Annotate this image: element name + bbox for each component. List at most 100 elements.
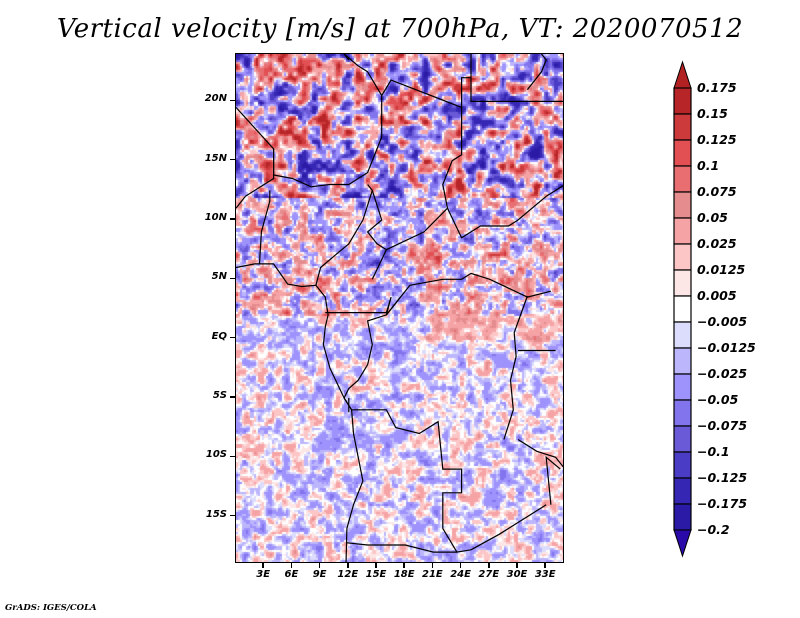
colorbar-bin	[673, 295, 692, 323]
lat-tick-label: EQ	[211, 330, 227, 342]
border-line	[545, 455, 561, 505]
lat-tick	[230, 99, 235, 102]
colorbar-bin	[673, 165, 692, 193]
colorbar-tick-label: 0.005	[697, 288, 737, 303]
colorbar-bin	[673, 243, 692, 271]
colorbar-bin	[673, 425, 692, 453]
lat-tick	[230, 396, 235, 398]
country-borders	[236, 54, 563, 562]
border-line	[315, 190, 373, 286]
chart-title: Vertical velocity [m/s] at 700hPa, VT: 2…	[56, 14, 744, 44]
colorbar-tick-label: 0.075	[697, 184, 737, 199]
colorbar-tick-label: −0.175	[697, 496, 748, 511]
border-line	[272, 54, 383, 188]
colorbar-tick-label: −0.025	[697, 366, 748, 381]
border-line	[371, 249, 387, 280]
lon-tick	[403, 563, 405, 568]
colorbar-bin	[673, 347, 692, 375]
colorbar-tick-label: −0.125	[697, 470, 748, 485]
colorbar-tick-label: 0.125	[697, 132, 737, 147]
colorbar-bin	[673, 87, 692, 115]
colorbar-bin	[673, 139, 692, 167]
border-line	[258, 190, 271, 264]
lon-tick-label: 21E	[422, 569, 443, 580]
lon-tick	[459, 563, 462, 568]
border-line	[325, 296, 392, 316]
colorbar-bin	[673, 503, 692, 531]
lat-tick	[230, 218, 235, 220]
lat-tick-label: 10N	[204, 212, 227, 224]
lon-tick	[375, 563, 377, 568]
lat-tick-label: 15S	[205, 508, 227, 520]
border-line	[343, 397, 472, 553]
lon-tick	[544, 563, 546, 568]
colorbar-extend-max-arrow	[673, 60, 692, 89]
colorbar-bin	[673, 269, 692, 297]
grads-credit: GrADS: IGES/COLA	[5, 603, 97, 613]
lon-tick-label: 15E	[365, 569, 387, 580]
coastline	[236, 263, 364, 562]
lat-tick-label: 5N	[211, 271, 227, 283]
border-line	[470, 504, 547, 551]
colorbar-tick-label: −0.005	[697, 314, 748, 329]
lat-tick	[230, 336, 235, 339]
vertical-velocity-field	[236, 54, 563, 562]
lon-tick-label: 9E	[312, 569, 327, 580]
lon-tick-label: 18E	[393, 569, 415, 580]
lon-tick-label: 6E	[284, 569, 299, 580]
lat-tick-label: 15N	[204, 152, 227, 164]
colorbar-bin	[673, 451, 692, 479]
colorbar-bin	[673, 373, 692, 401]
border-line	[517, 438, 563, 468]
lon-tick	[516, 563, 518, 568]
lat-tick-label: 5S	[212, 389, 227, 401]
colorbar-bin	[673, 191, 692, 219]
border-line	[461, 77, 471, 108]
colorbar-bin	[673, 113, 692, 141]
colorbar-tick-label: 0.1	[697, 158, 720, 173]
colorbar-tick-label: 0.025	[697, 236, 737, 251]
colorbar-bin	[673, 321, 692, 349]
border-line	[503, 295, 528, 440]
border-line	[470, 54, 563, 103]
lon-tick	[347, 563, 349, 568]
border-line	[343, 296, 401, 399]
border-line	[526, 54, 547, 90]
lat-tick-label: 10S	[205, 449, 227, 461]
border-line	[366, 79, 463, 251]
lon-tick-label: 3E	[256, 569, 271, 580]
colorbar-tick-label: −0.05	[697, 392, 739, 407]
colorbar-tick-label: 0.15	[697, 106, 728, 121]
colorbar-tick-label: −0.0125	[697, 340, 756, 355]
lat-tick-label: 20N	[204, 93, 227, 105]
border-line	[236, 106, 275, 209]
border-line	[343, 54, 350, 61]
colorbar-bin	[673, 399, 692, 427]
lat-tick	[230, 158, 235, 161]
lat-tick	[230, 455, 235, 457]
border-line	[385, 272, 552, 316]
lat-tick	[230, 514, 235, 517]
lon-tick-label: 30E	[506, 569, 528, 580]
lon-tick-label: 27E	[478, 569, 500, 580]
lon-tick-label: 12E	[337, 569, 359, 580]
colorbar-extend-min-arrow	[673, 529, 692, 558]
border-line	[446, 185, 563, 239]
lon-tick	[488, 563, 490, 568]
colorbar-tick-label: −0.1	[697, 444, 730, 459]
colorbar-bin	[673, 477, 692, 505]
colorbar-tick-label: −0.2	[697, 522, 730, 537]
colorbar-tick-label: 0.0125	[697, 262, 746, 277]
map-plot-area	[235, 53, 564, 563]
colorbar-tick-label: 0.05	[697, 210, 728, 225]
lon-tick	[262, 563, 264, 568]
colorbar-bin	[673, 217, 692, 245]
border-line	[345, 542, 457, 553]
lat-tick	[230, 277, 235, 280]
lon-tick	[318, 563, 321, 568]
lon-tick-label: 24E	[450, 569, 471, 580]
lon-tick	[431, 563, 434, 568]
lon-tick-label: 33E	[534, 569, 556, 580]
colorbar-tick-label: −0.075	[697, 418, 748, 433]
colorbar	[673, 60, 692, 558]
